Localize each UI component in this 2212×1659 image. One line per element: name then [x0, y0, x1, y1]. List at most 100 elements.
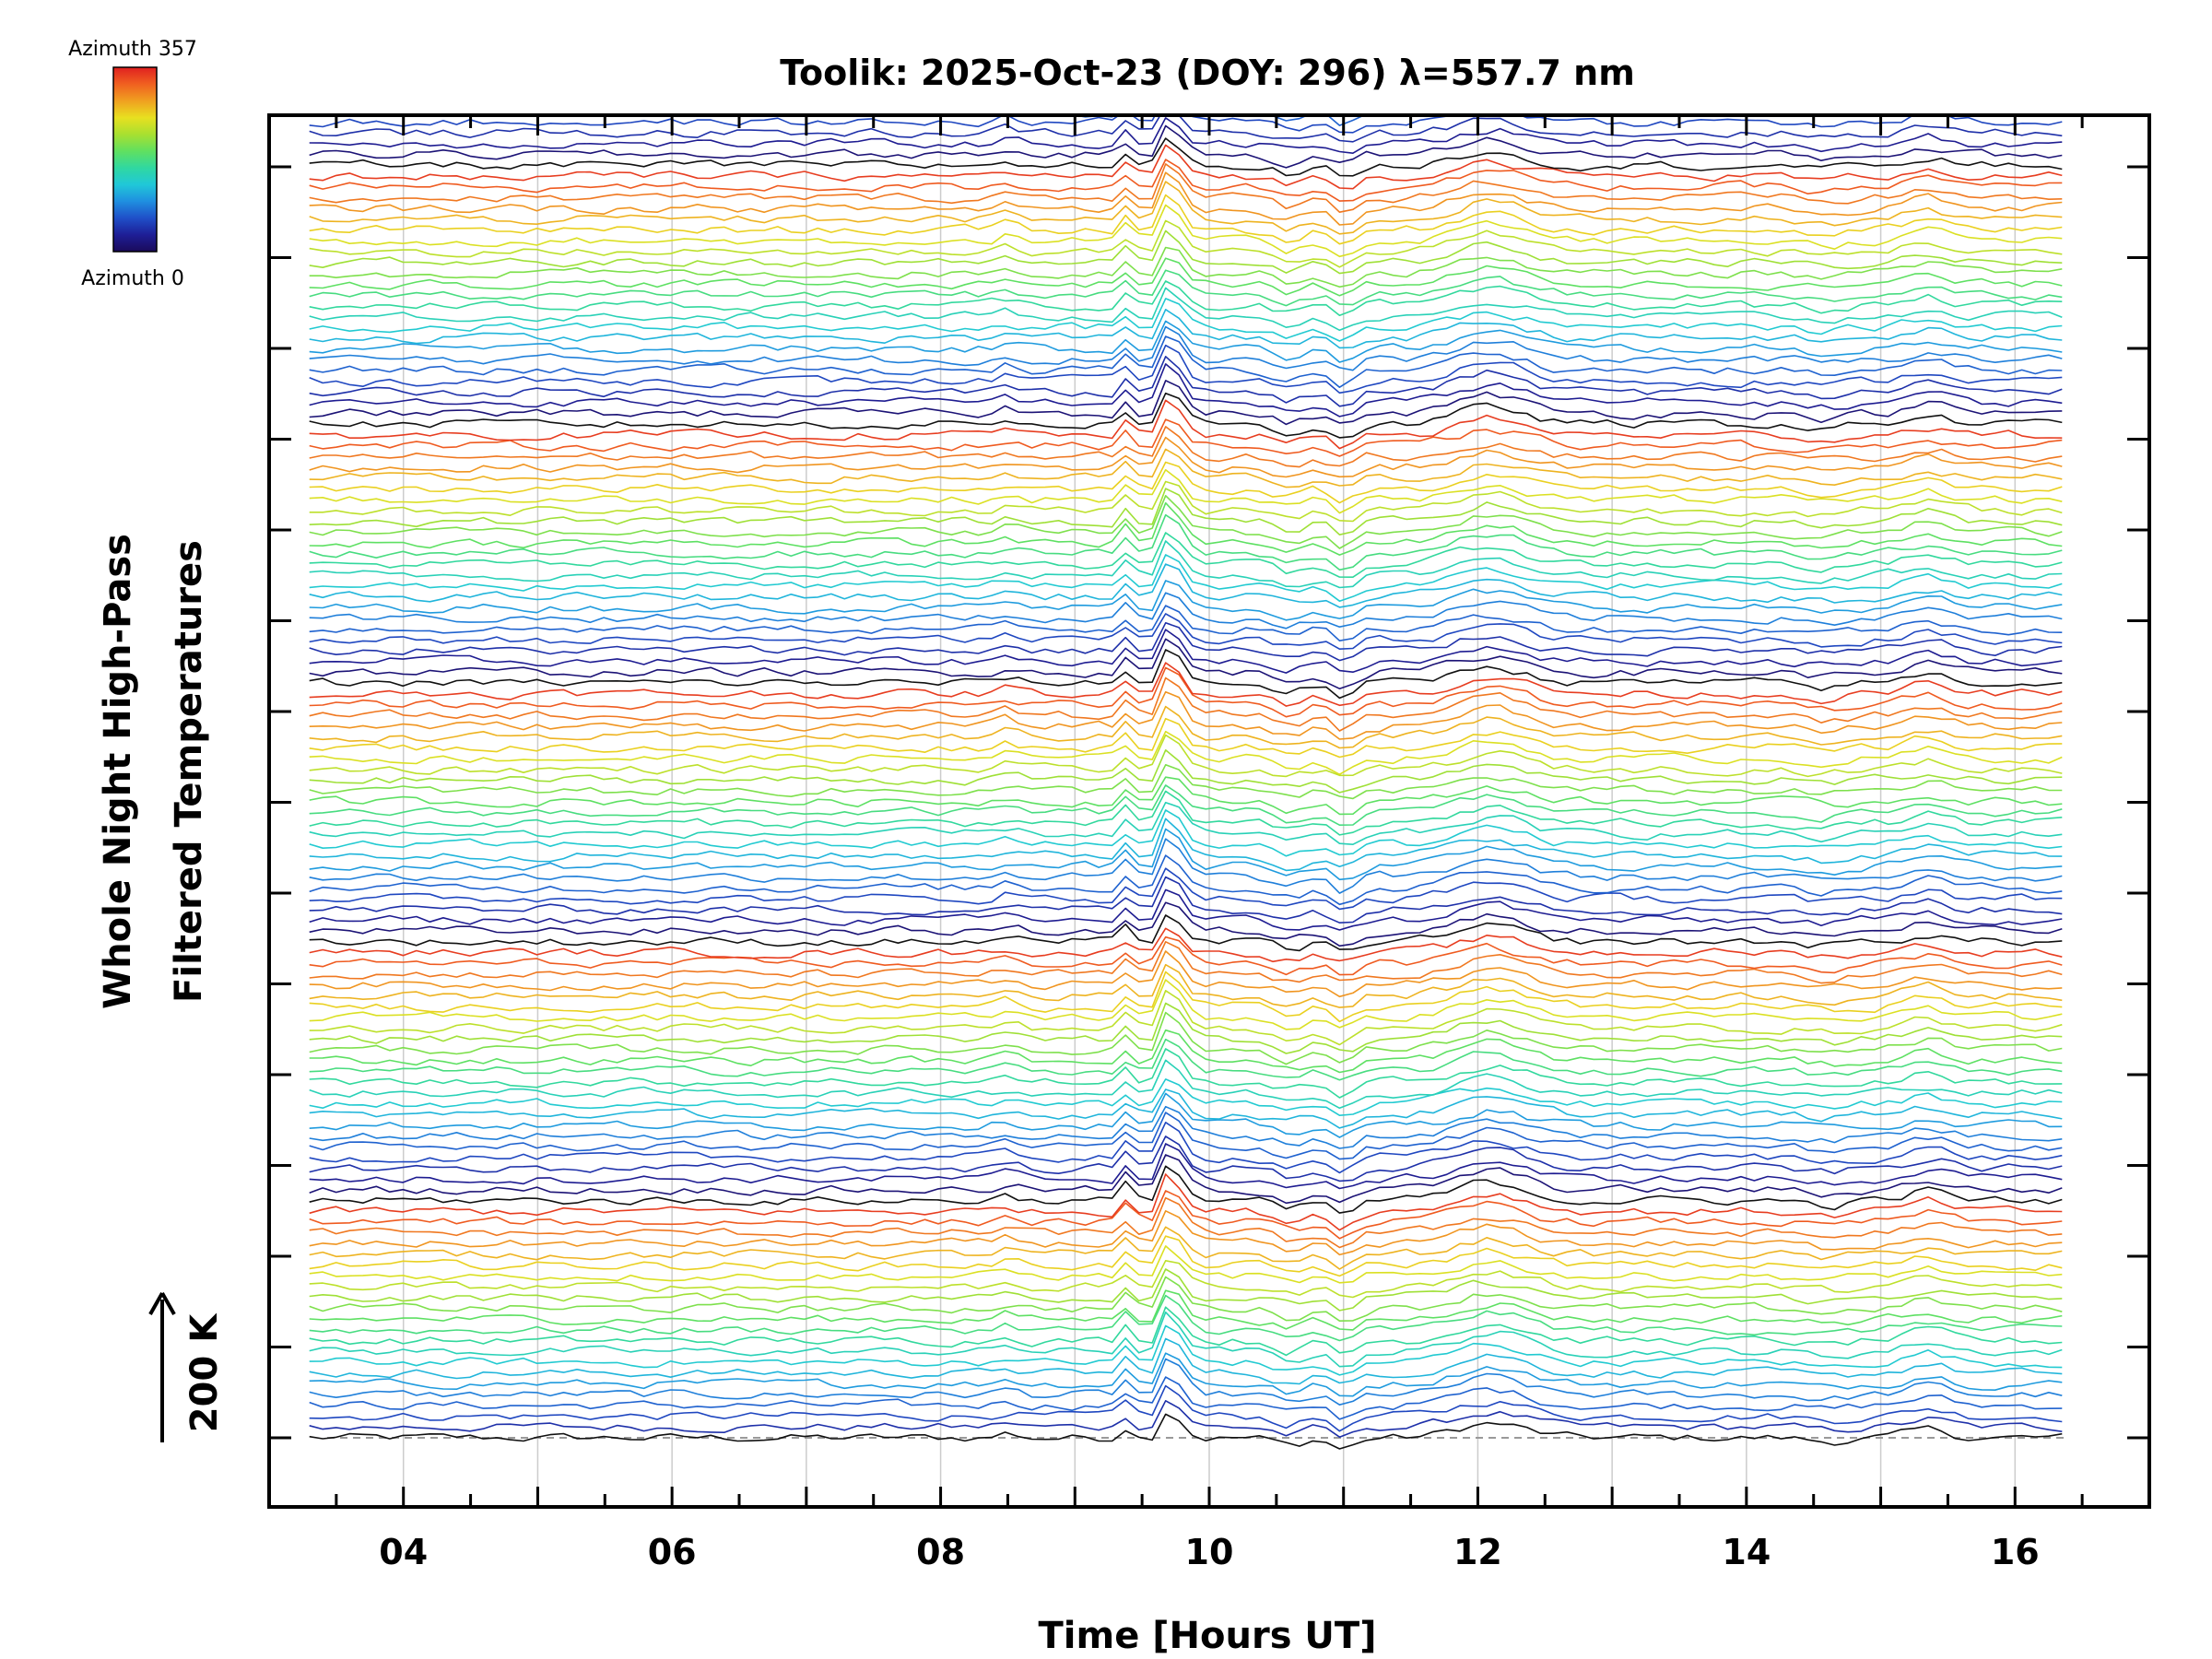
- series-trace: [309, 854, 2063, 906]
- series-trace: [309, 229, 2063, 275]
- series-trace: [309, 649, 2063, 700]
- series-trace: [309, 1268, 2063, 1312]
- series-trace: [309, 763, 2063, 800]
- series-trace: [309, 1088, 2063, 1129]
- series-trace: [309, 1294, 2063, 1342]
- series-trace: [309, 1059, 2063, 1110]
- series-trace: [309, 163, 2063, 213]
- series-trace: [309, 159, 2063, 202]
- series-trace: [309, 580, 2063, 621]
- x-axis-label: Time [Hours UT]: [1039, 1615, 1377, 1657]
- series-trace: [310, 0, 2063, 23]
- series-trace: [309, 563, 2063, 608]
- series-trace: [309, 990, 2063, 1046]
- series-trace: [309, 1376, 2063, 1420]
- series-trace: [309, 115, 2063, 134]
- series-trace: [309, 513, 2063, 571]
- series-trace: [309, 638, 2063, 690]
- series-trace: [309, 1002, 2063, 1054]
- axis-ticks: [269, 115, 2149, 1507]
- series-trace: [309, 592, 2063, 629]
- series-trace: [309, 246, 2063, 288]
- series-trace: [309, 298, 2063, 342]
- series-trace: [309, 532, 2063, 579]
- series-trace: [309, 1400, 2063, 1438]
- series-trace: [309, 690, 2063, 740]
- series-trace: [309, 801, 2063, 846]
- series-trace: [309, 1190, 2063, 1240]
- series-trace: [309, 1235, 2063, 1277]
- series-trace: [309, 1413, 2063, 1450]
- series-trace: [309, 1337, 2063, 1385]
- series-trace: [309, 204, 2063, 258]
- x-tick-label: 14: [1722, 1532, 1771, 1572]
- series-trace: [309, 436, 2063, 478]
- series-trace: [309, 468, 2063, 514]
- series-trace: [309, 1154, 2063, 1205]
- series-trace: [309, 605, 2063, 642]
- series-trace: [309, 1165, 2063, 1214]
- x-tick-labels: 04 06 08 10 12 14 16: [379, 1532, 2039, 1572]
- series-trace: [309, 344, 2063, 394]
- series-trace: [309, 1358, 2063, 1406]
- scale-arrow-head-icon: [148, 1292, 176, 1315]
- colorbar-gradient: [112, 66, 158, 253]
- series-trace: [309, 171, 2063, 226]
- series-trace: [309, 1078, 2063, 1116]
- series-trace: [309, 1260, 2063, 1299]
- series-trace: [309, 979, 2063, 1030]
- series-trace: [310, 0, 2063, 14]
- series-trace: [309, 963, 2063, 1008]
- series-trace: [309, 809, 2063, 857]
- series-trace: [309, 621, 2063, 662]
- series-trace: [309, 940, 2063, 984]
- series-trace: [309, 1226, 2063, 1270]
- series-trace: [309, 748, 2063, 794]
- series-trace: [309, 137, 2063, 177]
- series-trace: [309, 901, 2063, 947]
- series-trace: [309, 1143, 2063, 1190]
- series-trace: [309, 1245, 2063, 1284]
- series-trace: [309, 287, 2063, 332]
- series-trace: [309, 480, 2063, 523]
- series-trace: [309, 717, 2063, 759]
- series-trace: [309, 219, 2063, 268]
- y-axis-label-line1: Whole Night High-Pass: [97, 534, 139, 1009]
- y-axis-label: Whole Night High-Pass Filtered Temperatu…: [97, 534, 210, 1009]
- x-tick-label: 04: [379, 1532, 428, 1572]
- series-trace: [309, 1384, 2063, 1432]
- series-trace: [309, 677, 2063, 732]
- series-trace: [309, 876, 2063, 924]
- series-trace: [309, 117, 2063, 154]
- series-trace: [309, 124, 2063, 169]
- series-trace: [309, 1324, 2063, 1376]
- series-trace: [309, 380, 2063, 426]
- series-trace: [309, 488, 2063, 536]
- series-trace: [309, 914, 2063, 952]
- series-trace: [309, 325, 2063, 371]
- x-tick-label: 08: [916, 1532, 965, 1572]
- series-trace: [309, 1210, 2063, 1256]
- series-trace: [309, 115, 2063, 143]
- series-trace: [309, 494, 2063, 549]
- series-trace: [309, 540, 2063, 589]
- series-trace: [309, 501, 2063, 556]
- series-trace: [309, 662, 2063, 707]
- series-trace: [309, 927, 2063, 963]
- series-trace: [309, 399, 2063, 450]
- series-trace: [309, 554, 2063, 603]
- series-trace: [309, 1306, 2063, 1357]
- series-trace: [309, 613, 2063, 651]
- series-trace: [309, 971, 2063, 1023]
- series-trace: [309, 1352, 2063, 1397]
- y-axis-label-line2: Filtered Temperatures: [168, 540, 210, 1003]
- series-trace: [309, 280, 2063, 317]
- series-trace: [309, 144, 2063, 190]
- series-trace: [309, 790, 2063, 836]
- series-trace: [309, 888, 2063, 931]
- series-trace: [309, 950, 2063, 998]
- series-trace: [309, 1092, 2063, 1138]
- series-trace: [309, 194, 2063, 245]
- colorbar-bottom-label: Azimuth 0: [81, 267, 184, 290]
